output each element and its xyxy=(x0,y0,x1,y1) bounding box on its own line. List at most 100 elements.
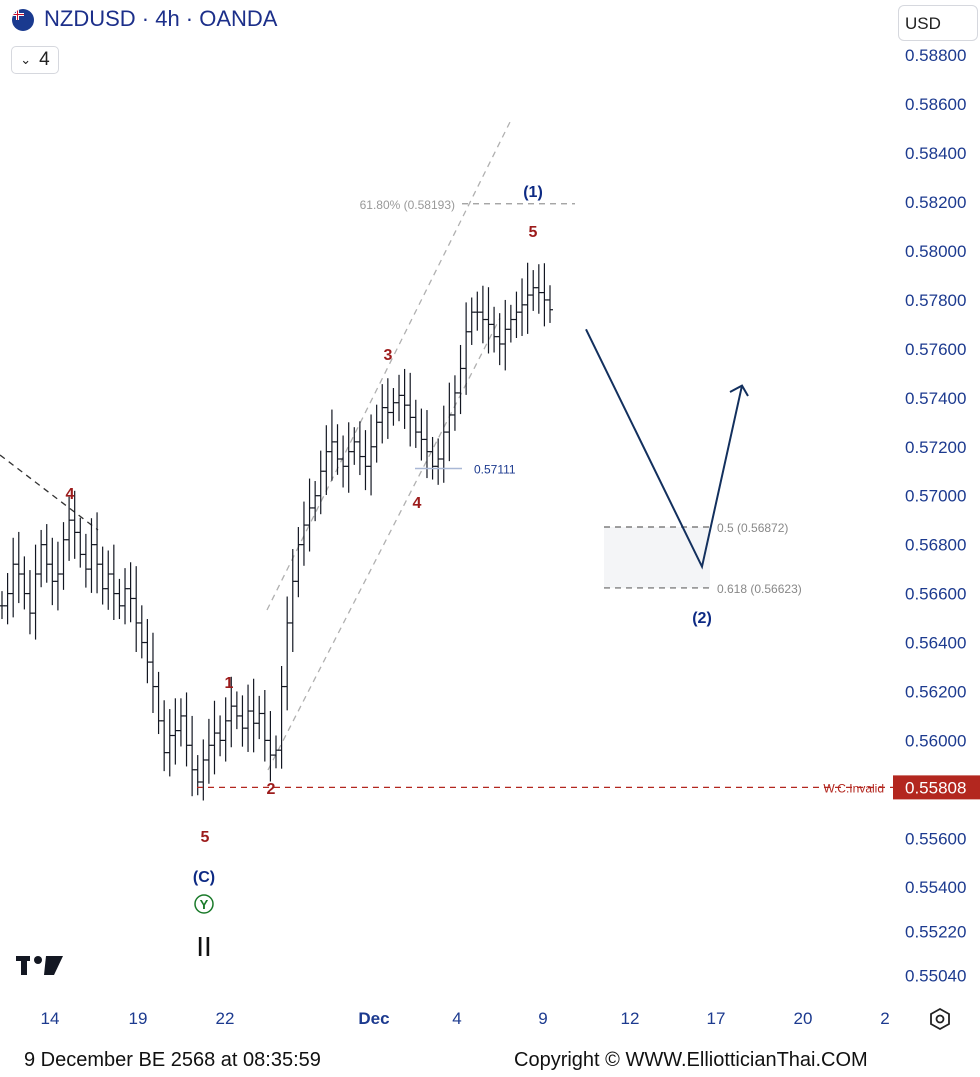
ohlc-bar xyxy=(396,374,403,422)
ohlc-bar xyxy=(463,302,470,395)
ohlc-bar xyxy=(222,697,229,762)
price-tick: 0.57600 xyxy=(905,340,966,359)
price-tick: 0.56400 xyxy=(905,634,966,653)
ohlc-bar xyxy=(172,698,179,765)
ohlc-bar xyxy=(524,262,531,334)
ohlc-bar xyxy=(328,409,335,481)
copyright-text: Copyright © WWW.ElliotticianThai.COM xyxy=(514,1049,868,1071)
ohlc-bar xyxy=(127,562,134,623)
price-tick: 0.56600 xyxy=(905,585,966,604)
wave-labels: 4 5 (C) Y II 1 2 3 4 5 (1) (2) xyxy=(66,184,712,962)
ohlc-bar xyxy=(423,410,430,479)
ohlc-bar xyxy=(122,568,129,625)
ohlc-bar xyxy=(138,605,145,659)
ohlc-bar xyxy=(267,711,274,782)
ohlc-bar xyxy=(155,671,162,735)
ohlc-bar xyxy=(149,632,156,713)
ohlc-bar xyxy=(60,522,67,590)
ohlc-bar xyxy=(71,490,78,559)
ohlc-bar xyxy=(429,436,436,480)
ohlc-bar xyxy=(502,299,509,371)
price-tick: 0.58200 xyxy=(905,193,966,212)
time-tick: 4 xyxy=(452,1009,461,1028)
ohlc-bar xyxy=(82,533,89,588)
ohlc-bar xyxy=(239,695,246,747)
time-tick: 14 xyxy=(41,1009,60,1028)
price-tick: 0.55808 xyxy=(905,778,966,797)
ohlc-bar xyxy=(407,372,414,447)
ohlc-bar xyxy=(233,691,240,730)
price-tick: 0.58400 xyxy=(905,144,966,163)
ohlc-bar xyxy=(256,695,263,740)
wave-label: (2) xyxy=(692,610,712,627)
price-axis[interactable]: 0.58800 0.58600 0.58400 0.58200 0.58000 0.578… xyxy=(893,46,980,985)
ohlc-bar xyxy=(295,527,302,598)
ohlc-bar xyxy=(362,430,369,491)
ohlc-bar xyxy=(306,478,313,552)
ohlc-bar xyxy=(54,541,61,611)
ohlc-bar xyxy=(384,378,391,439)
ohlc-bar xyxy=(379,384,386,444)
price-tick: 0.55040 xyxy=(905,966,966,985)
ohlc-bar xyxy=(284,596,291,711)
ohlc-bar xyxy=(541,263,548,327)
ohlc-bar xyxy=(356,421,363,476)
ohlc-bar xyxy=(530,270,537,311)
ohlc-bar xyxy=(110,544,117,621)
ohlc-bar xyxy=(10,537,17,618)
wave-label: 5 xyxy=(529,224,538,241)
invalidation-text: W.C.Invalid xyxy=(823,781,884,795)
ohlc-bar xyxy=(94,512,101,594)
ohlc-bar xyxy=(300,501,307,566)
channel-line-upper xyxy=(266,117,513,611)
currency-selector[interactable]: USD xyxy=(898,5,978,41)
settings-hexagon-icon[interactable] xyxy=(928,1007,952,1036)
tradingview-logo-icon[interactable] xyxy=(16,952,64,981)
price-tick: 0.58000 xyxy=(905,242,966,261)
ohlc-bar xyxy=(177,698,184,747)
ohlc-bar xyxy=(205,718,212,784)
ohlc-bar xyxy=(144,619,151,684)
time-tick: 19 xyxy=(129,1009,148,1028)
ohlc-bar xyxy=(446,382,453,462)
time-tick: 20 xyxy=(794,1009,813,1028)
projection-path xyxy=(585,328,743,570)
price-tick: 0.55220 xyxy=(905,922,966,941)
price-tick: 0.57200 xyxy=(905,438,966,457)
ohlc-bar xyxy=(228,676,235,748)
ohlc-bar xyxy=(189,715,196,797)
price-tick: 0.57400 xyxy=(905,389,966,408)
ohlc-bar xyxy=(38,529,45,588)
ohlc-bar xyxy=(312,481,319,522)
channel-line-lower xyxy=(267,317,501,771)
ohlc-bar xyxy=(21,556,28,610)
wave-label: 5 xyxy=(201,829,210,846)
ohlc-bar xyxy=(345,422,352,493)
ohlc-bar xyxy=(105,550,112,610)
indicator-count: 4 xyxy=(39,49,50,70)
price-tick: 0.56800 xyxy=(905,536,966,555)
ohlc-bar xyxy=(183,692,190,767)
price-tick: 0.55400 xyxy=(905,878,966,897)
arrowhead-icon xyxy=(729,384,749,397)
trend-lines xyxy=(0,117,513,771)
time-tick: 22 xyxy=(216,1009,235,1028)
wave-label: 1 xyxy=(225,675,234,692)
indicators-toggle-button[interactable]: ⌄ 4 xyxy=(11,46,59,74)
ohlc-bar xyxy=(435,438,442,485)
wave-label: 3 xyxy=(384,347,393,364)
ohlc-bar xyxy=(485,287,492,354)
wave-label: (C) xyxy=(193,869,215,886)
ohlc-bar xyxy=(440,405,447,483)
ohlc-bar xyxy=(479,285,486,344)
price-tick: 0.56000 xyxy=(905,731,966,750)
symbol-title[interactable]: NZDUSD · 4h · OANDA xyxy=(44,6,278,31)
ohlc-bar xyxy=(66,496,73,561)
ohlc-bar xyxy=(43,524,50,583)
time-axis[interactable]: 14 19 22 Dec 4 9 12 17 20 2 xyxy=(41,1009,890,1028)
ohlc-bar xyxy=(390,388,397,426)
ohlc-bar xyxy=(474,291,481,331)
support-label: 0.57111 xyxy=(474,463,516,477)
ohlc-bar xyxy=(278,666,285,769)
